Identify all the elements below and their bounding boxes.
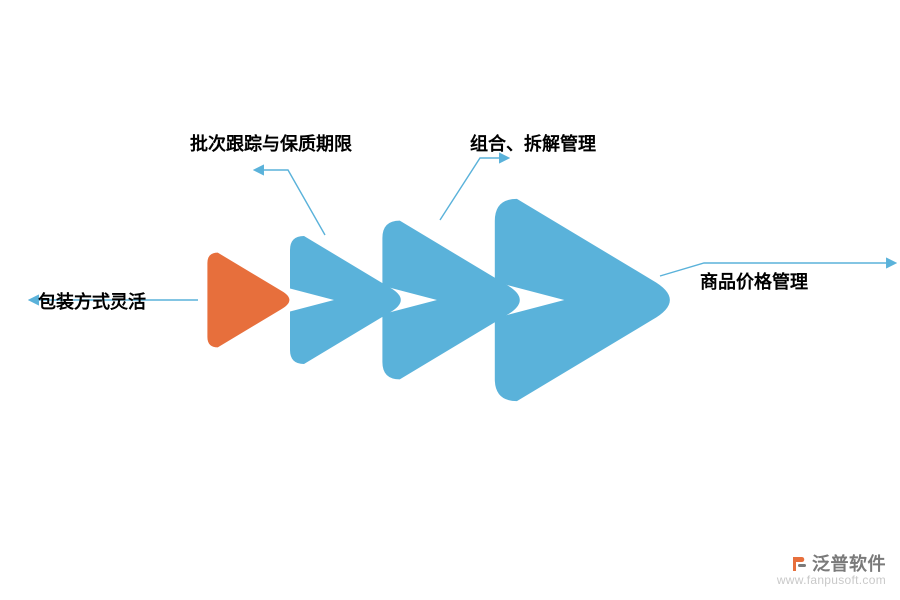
label-batch-tracking: 批次跟踪与保质期限 bbox=[190, 130, 352, 156]
connector-c2 bbox=[255, 170, 325, 235]
label-price-mgmt: 商品价格管理 bbox=[700, 268, 808, 294]
label-combine-split: 组合、拆解管理 bbox=[470, 130, 596, 156]
arrow-4 bbox=[495, 199, 670, 401]
watermark: 泛普软件 www.fanpusoft.com bbox=[777, 554, 886, 588]
label-packaging: 包装方式灵活 bbox=[38, 288, 146, 314]
brand-logo-icon bbox=[790, 555, 808, 573]
brand-text: 泛普软件 bbox=[812, 554, 886, 575]
brand-url: www.fanpusoft.com bbox=[777, 574, 886, 588]
arrow-1 bbox=[207, 253, 289, 348]
